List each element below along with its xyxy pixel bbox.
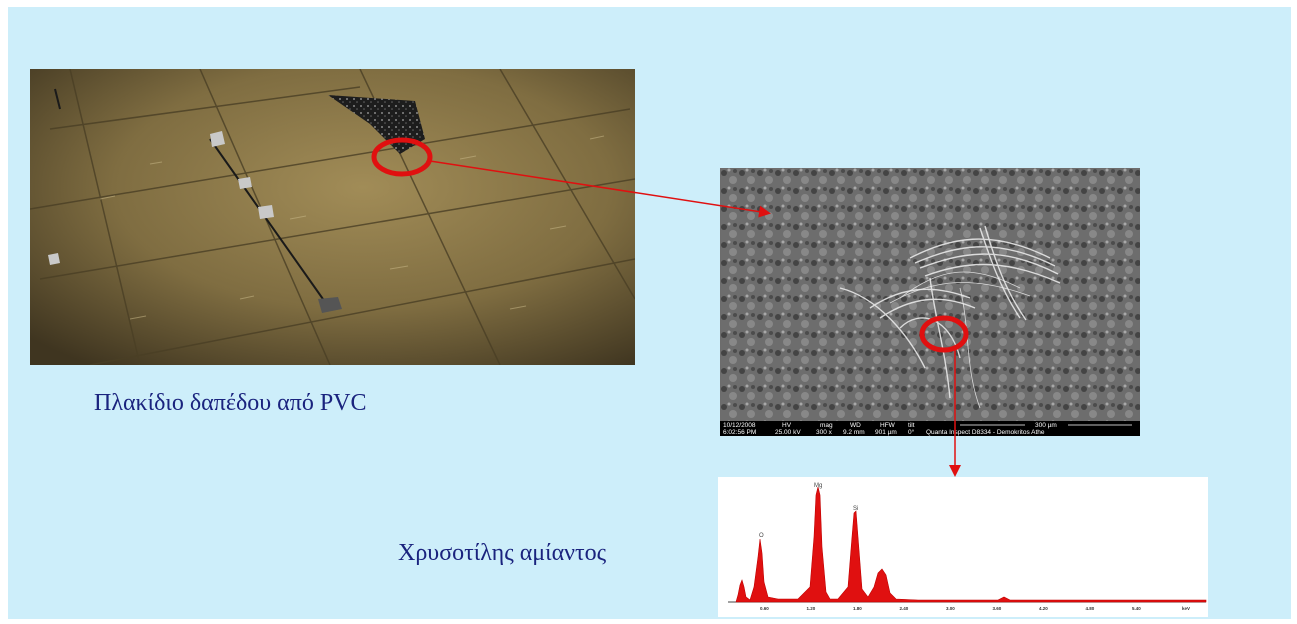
edx-x-tick-label: 4.20 (1039, 606, 1048, 611)
edx-peak-label-si: Si (853, 506, 858, 512)
edx-peak-labels: O Mg Si (759, 483, 858, 539)
sem-wd-label: WD (850, 422, 861, 429)
sem-hv-label: HV (782, 422, 792, 429)
edx-x-tick-label: 0.60 (760, 606, 769, 611)
sem-scale-label: 300 µm (1035, 422, 1057, 429)
sem-date: 10/12/2008 (723, 422, 756, 429)
edx-x-tick-label: 1.80 (853, 606, 862, 611)
edx-x-tick-label: 2.40 (900, 606, 909, 611)
edx-peak-label-mg: Mg (814, 483, 822, 489)
edx-x-tick-label: 1.20 (807, 606, 816, 611)
sem-micrograph: 10/12/2008 6:02:56 PM HV 25.00 kV mag 30… (720, 168, 1140, 436)
sem-hv-value: 25.00 kV (775, 429, 801, 436)
sem-mag-value: 300 x (816, 429, 833, 436)
edx-peak-label-o: O (759, 533, 764, 539)
edx-spectrum: O Mg Si 0.60 1.20 1.80 2.40 3.00 3.60 4.20 4.80… (718, 477, 1208, 617)
pvc-tile-caption: Πλακίδιο δαπέδου από PVC (94, 390, 367, 416)
edx-x-tick-label: 3.60 (993, 606, 1002, 611)
sem-mag-label: mag (820, 422, 833, 429)
sem-tilt-label: tilt (908, 422, 915, 429)
edx-spectrum-trace (735, 486, 1207, 603)
sem-time: 6:02:56 PM (723, 429, 756, 436)
photo-to-sem-arrow (429, 160, 771, 218)
chrysotile-caption: Χρυσοτίλης αμίαντος (398, 540, 607, 566)
photo-highlight-circle (371, 137, 433, 177)
sem-hfw-label: HFW (880, 422, 896, 429)
edx-x-tick-label: 5.40 (1132, 606, 1141, 611)
sem-tilt-value: 0° (908, 428, 915, 436)
edx-x-unit: keV (1182, 606, 1190, 611)
edx-x-tick-label: 4.80 (1086, 606, 1095, 611)
pvc-floor-tile-photo (30, 69, 635, 365)
sem-highlight-circle (919, 315, 969, 353)
sem-instrument: Quanta Inspect D8334 - Demokritos Athe (926, 429, 1045, 436)
edx-x-tick-label: 3.00 (946, 606, 955, 611)
sem-hfw-value: 901 µm (875, 429, 897, 436)
sem-wd-value: 9.2 mm (843, 429, 865, 436)
